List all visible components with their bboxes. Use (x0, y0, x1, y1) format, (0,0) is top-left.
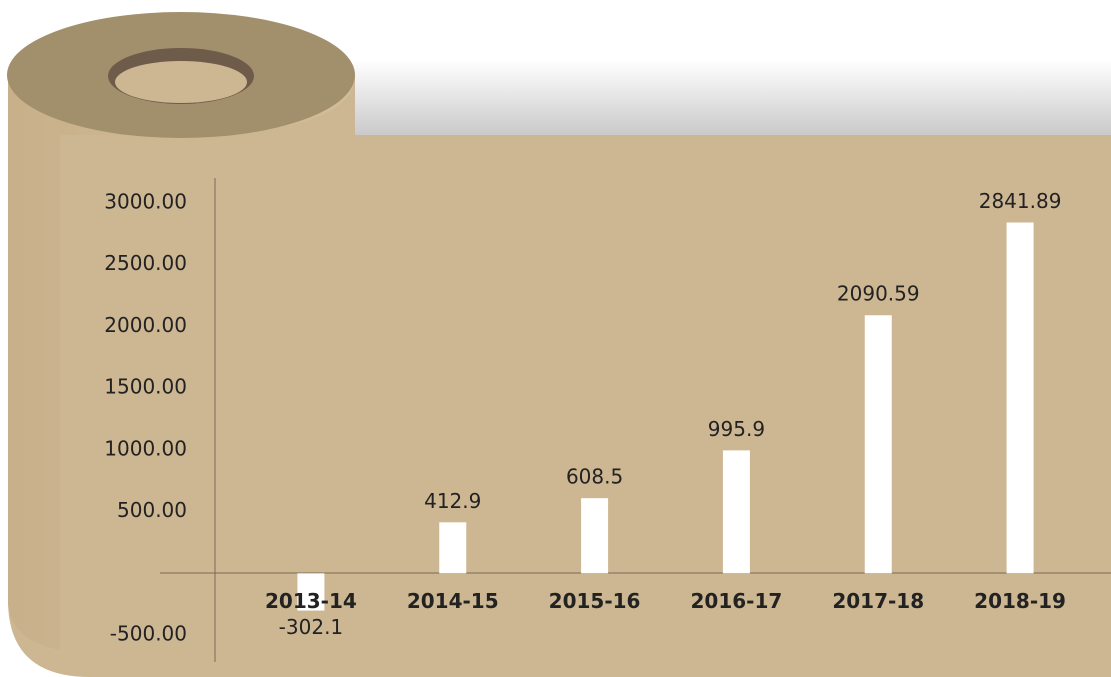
value-label: 2841.89 (979, 189, 1062, 213)
bar (297, 573, 325, 611)
bar (581, 498, 609, 574)
roll-side (8, 75, 355, 650)
y-tick-label: 2500.00 (104, 251, 187, 275)
y-tick-label: 2000.00 (104, 313, 187, 337)
value-label: 412.9 (424, 489, 481, 513)
x-tick-label: 2015-16 (549, 589, 641, 613)
y-tick-label: -500.00 (110, 622, 187, 646)
x-tick-label: 2017-18 (832, 589, 924, 613)
x-tick-label: 2018-19 (974, 589, 1066, 613)
y-tick-label: 3000.00 (104, 190, 187, 214)
y-tick-label: 1500.00 (104, 375, 187, 399)
roll-hole-inner (115, 61, 247, 103)
x-tick-label: 2014-15 (407, 589, 499, 613)
value-label: 995.9 (708, 417, 765, 441)
bar (439, 522, 467, 574)
x-tick-label: 2016-17 (691, 589, 783, 613)
value-label: 608.5 (566, 465, 623, 489)
bar (722, 450, 750, 574)
y-tick-label: 1000.00 (104, 436, 187, 460)
shadow (340, 60, 1111, 136)
x-tick-label: 2013-14 (265, 589, 357, 613)
y-tick-label: 500.00 (117, 498, 187, 522)
bar (1006, 222, 1034, 574)
background (7, 12, 1111, 677)
value-label: -302.1 (279, 615, 343, 639)
value-label: 2090.59 (837, 282, 920, 306)
paper (8, 75, 1111, 677)
bar (864, 315, 892, 574)
